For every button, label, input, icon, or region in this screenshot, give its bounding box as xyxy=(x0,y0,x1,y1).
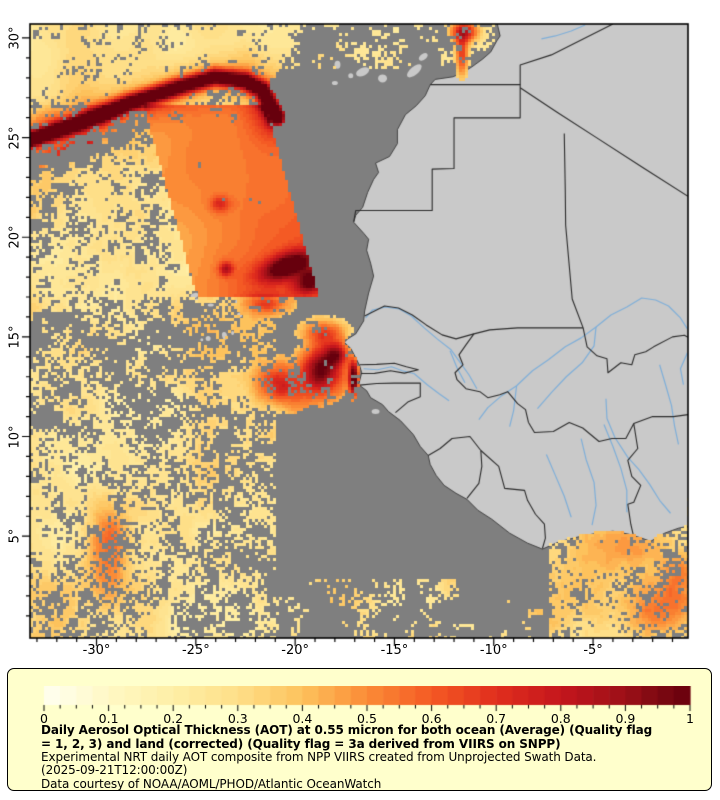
lon-tick-label: -25° xyxy=(181,643,210,658)
colorbar-canvas xyxy=(8,686,714,714)
colorbar-tick-label: 0.7 xyxy=(486,711,507,726)
colorbar-tick-label: 0.2 xyxy=(163,711,184,726)
colorbar-tick-label: 1 xyxy=(686,711,694,726)
lon-tick-label: -20° xyxy=(281,643,310,658)
lat-tick-label: 30° xyxy=(7,26,23,50)
colorbar-tick-label: 0.9 xyxy=(615,711,636,726)
lon-tick-label: -15° xyxy=(380,643,409,658)
legend-line-timestamp: (2025-09-21T12:00:00Z) xyxy=(41,763,188,778)
legend-title: Daily Aerosol Optical Thickness (AOT) at… xyxy=(41,723,653,751)
colorbar-tick-label: 0.4 xyxy=(292,711,313,726)
lat-tick-label: 20° xyxy=(7,225,23,249)
lat-tick-label: 15° xyxy=(7,325,23,349)
colorbar-tick-label: 0 xyxy=(40,711,48,726)
lon-tick-label: -10° xyxy=(479,643,508,658)
colorbar-tick-label: 0.6 xyxy=(421,711,442,726)
colorbar-tick-label: 0.8 xyxy=(550,711,571,726)
legend-panel: 0 0.1 0.2 0.3 0.4 0.5 0.6 0.7 0.8 0.9 1 Daily Aero… xyxy=(7,668,714,791)
aot-map-figure: -30° -25° -20° -15° -10° -5° 30° 25° 20° 15° 10° 5… xyxy=(0,0,720,666)
lat-tick-label: 25° xyxy=(7,126,23,150)
lat-tick-label: 10° xyxy=(7,424,23,449)
colorbar-tick-label: 0.5 xyxy=(357,711,377,726)
legend-line-experimental: Experimental NRT daily AOT composite fro… xyxy=(41,750,597,765)
legend-line-credit: Data courtesy of NOAA/AOML/PHOD/Atlantic… xyxy=(41,776,382,791)
lon-tick-label: -5° xyxy=(583,643,603,658)
lat-tick-label: 5° xyxy=(7,528,23,544)
colorbar-tick-label: 0.3 xyxy=(227,711,248,726)
lon-tick-label: -30° xyxy=(82,643,111,658)
legend-caption: Daily Aerosol Optical Thickness (AOT) at… xyxy=(41,723,701,791)
map-canvas xyxy=(0,0,720,666)
colorbar-tick-label: 0.1 xyxy=(98,711,119,726)
